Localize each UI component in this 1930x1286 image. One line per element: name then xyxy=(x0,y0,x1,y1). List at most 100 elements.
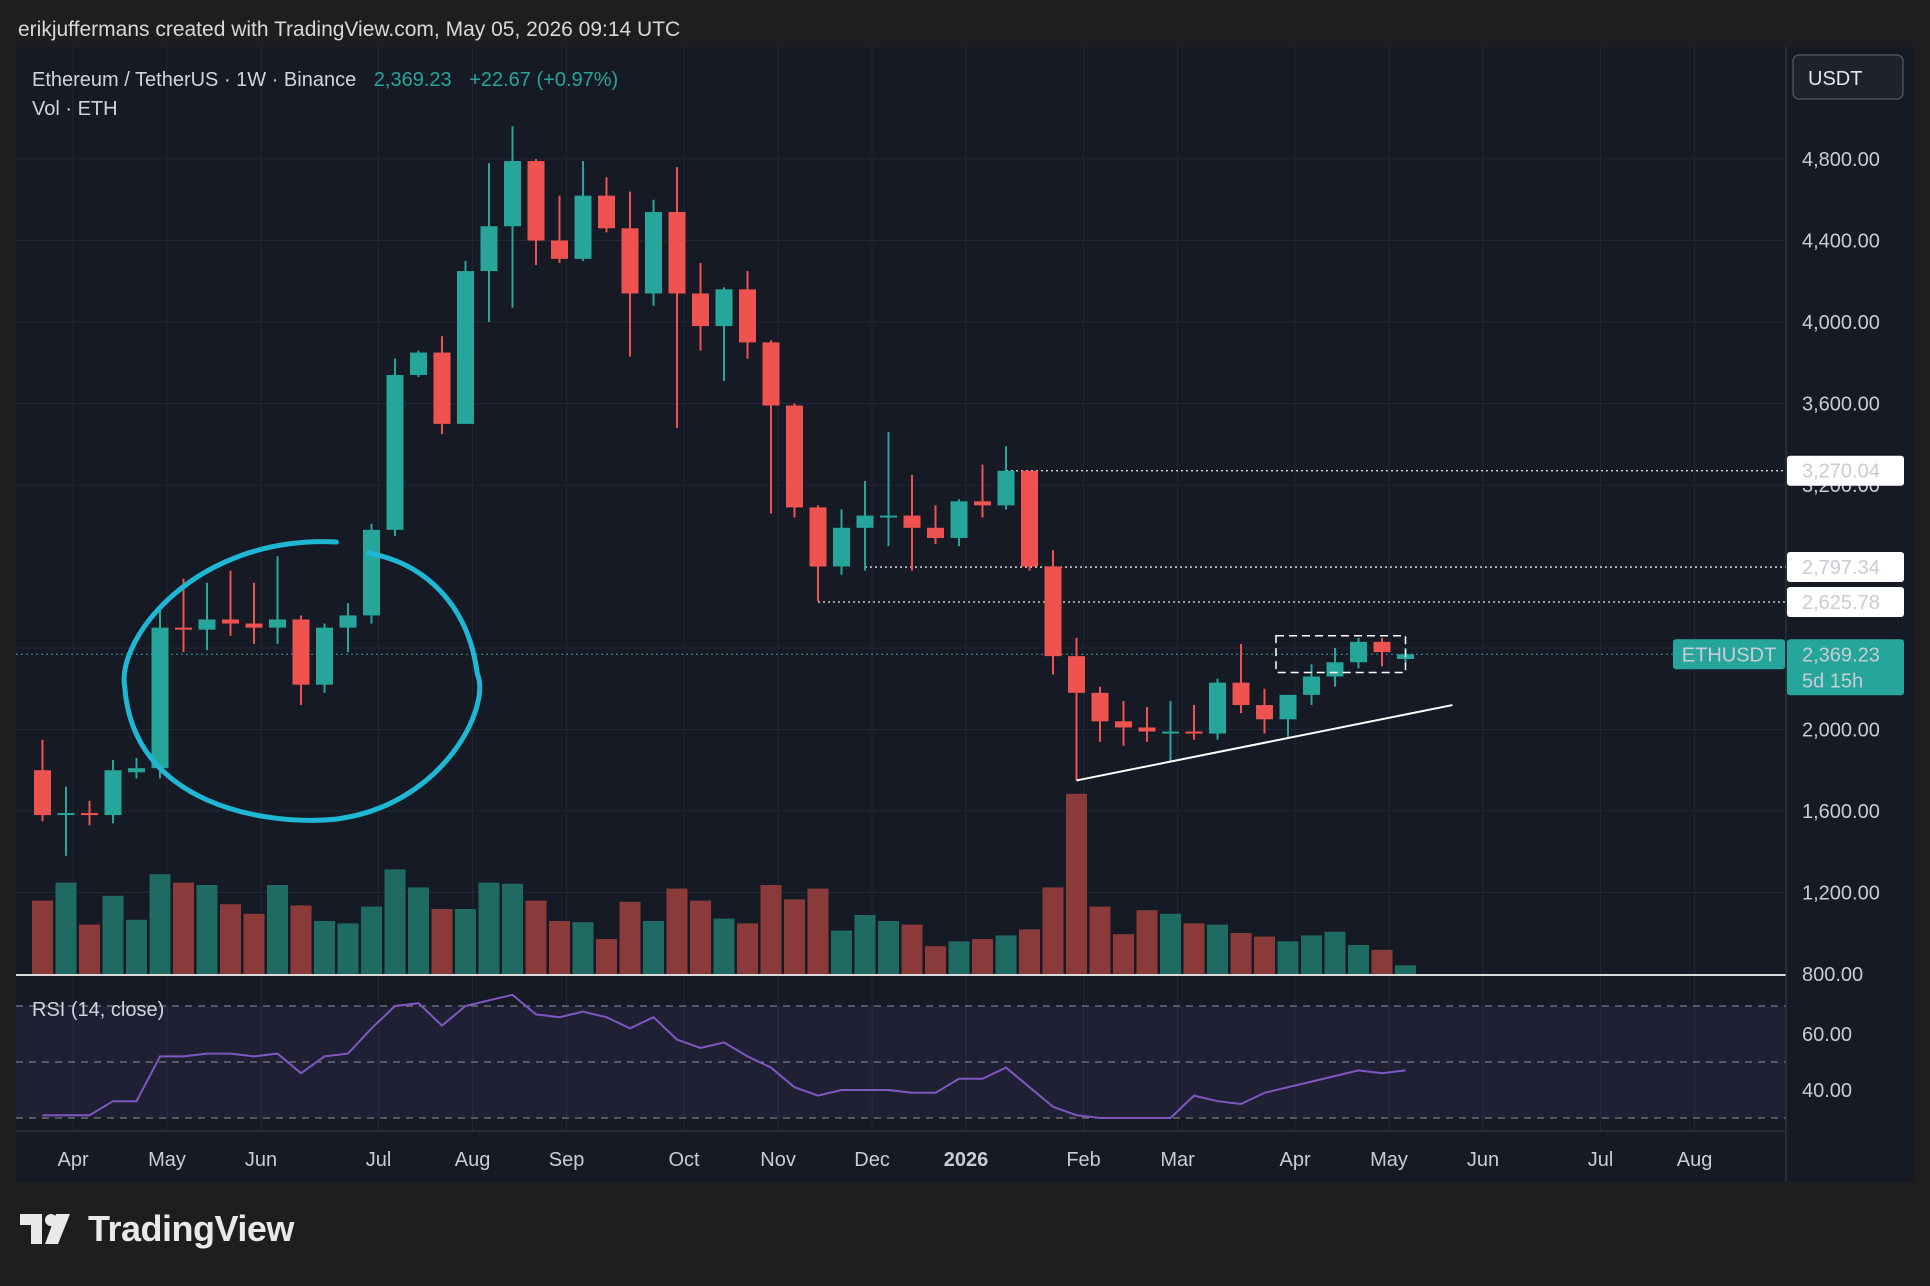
horizontal-levels xyxy=(16,470,1786,655)
time-tick-label: Dec xyxy=(854,1149,890,1171)
price-level-tag-text: 3,270.04 xyxy=(1802,461,1880,483)
price-axis[interactable]: 4,800.004,400.004,000.003,600.003,200.00… xyxy=(1802,149,1880,986)
rsi-pane xyxy=(16,993,1786,1119)
candle-body xyxy=(292,619,310,685)
volume-bar xyxy=(995,935,1017,975)
volume-bar xyxy=(102,895,124,975)
price-level-tag-box xyxy=(1787,455,1904,486)
candle-body xyxy=(1138,727,1156,732)
rsi-tick-label: 40.00 xyxy=(1802,1080,1852,1102)
volume-bar xyxy=(1160,913,1181,975)
price-tick-label: 4,400.00 xyxy=(1802,231,1880,253)
price-level-tag: 3,270.04 xyxy=(1787,455,1904,486)
rsi-legend: RSI (14, close) xyxy=(32,999,164,1021)
volume-bar xyxy=(267,885,288,975)
price-level-tag: 2,625.78 xyxy=(1787,586,1904,617)
candle-body xyxy=(762,342,780,406)
volume-bar xyxy=(314,921,335,975)
rsi-tick-label: 60.00 xyxy=(1802,1024,1852,1046)
candle-body xyxy=(668,211,686,294)
price-tick-label: 4,000.00 xyxy=(1802,312,1880,334)
volume-bar xyxy=(1301,935,1322,975)
candle-body xyxy=(1162,731,1179,734)
volume-bar xyxy=(807,888,829,975)
volume-bar xyxy=(1019,929,1040,975)
volume-bar xyxy=(1089,906,1111,975)
time-tick-label: May xyxy=(1370,1149,1408,1171)
rsi-axis: 60.00 40.00 xyxy=(1802,1024,1852,1102)
volume-bar xyxy=(149,874,171,975)
tradingview-logo-icon xyxy=(20,1214,70,1244)
credit-text: erikjuffermans created with TradingView.… xyxy=(18,18,681,41)
candle-body xyxy=(598,195,615,229)
volume-bar xyxy=(643,921,664,975)
candle-body xyxy=(433,352,451,424)
candle-body xyxy=(1350,641,1367,663)
price-tick-label: 1,200.00 xyxy=(1802,883,1880,905)
volume-bar xyxy=(337,923,359,975)
range-box-annotation xyxy=(1275,635,1407,674)
volume-bar xyxy=(32,900,53,975)
currency-button[interactable]: USDT xyxy=(1792,54,1904,100)
volume-bar xyxy=(1371,949,1393,975)
volume-bar xyxy=(784,899,805,975)
bar-countdown-text: 5d 15h xyxy=(1802,670,1863,692)
tradingview-logo[interactable]: TradingView xyxy=(20,1208,294,1250)
currency-label: USDT xyxy=(1808,68,1862,90)
price-level-tag-box xyxy=(1787,586,1904,617)
candle-body xyxy=(1209,682,1226,734)
time-axis[interactable]: Apr May Jun Jul Aug Sep Oct Nov Dec 2026 Feb Mar Apr… xyxy=(57,1149,1712,1171)
time-tick-label: Sep xyxy=(549,1149,585,1171)
candle-body xyxy=(880,515,897,518)
candle-body xyxy=(527,161,545,241)
volume-bar xyxy=(1066,793,1087,975)
symbol-tag-text: ETHUSDT xyxy=(1682,644,1776,666)
candle-body xyxy=(645,211,662,294)
volume-legend: Vol · ETH xyxy=(32,98,118,120)
candle-body xyxy=(363,529,380,616)
volume-bar xyxy=(1136,910,1158,975)
volume-bar xyxy=(502,883,523,975)
candlesticks[interactable] xyxy=(34,126,1414,856)
candle-body xyxy=(128,768,145,773)
drawing-annotations[interactable] xyxy=(121,539,1453,823)
current-price-tag-box xyxy=(1787,639,1904,696)
hand-drawn-circle-annotation xyxy=(121,539,483,823)
volume-bar xyxy=(1254,936,1275,975)
symbol-tag-box xyxy=(1673,639,1785,670)
candle-body xyxy=(551,240,568,259)
volume-bar xyxy=(901,924,923,975)
candle-body xyxy=(1232,682,1250,706)
time-tick-label: May xyxy=(148,1149,186,1171)
volume-bar xyxy=(1113,934,1134,975)
candle-body xyxy=(833,527,850,567)
volume-bar xyxy=(408,887,429,975)
volume-bar xyxy=(79,924,100,975)
volume-bar xyxy=(1324,931,1346,975)
symbol-description: Ethereum / TetherUS · 1W · Binance xyxy=(32,69,356,91)
volume-bars xyxy=(32,793,1416,975)
candle-body xyxy=(1303,676,1320,695)
volume-bar xyxy=(690,900,711,975)
candle-body xyxy=(856,515,874,528)
candle-body xyxy=(950,501,968,538)
time-tick-label: Jul xyxy=(366,1149,392,1171)
price-tags: 3,270.04 2,797.34 2,625.78 ETHUSDT 2,369.23 5… xyxy=(1673,455,1904,696)
candle-body xyxy=(1326,662,1344,677)
price-tick-label: 3,600.00 xyxy=(1802,394,1880,416)
time-tick-label: Aug xyxy=(1677,1149,1713,1171)
price-tick-label: 1,600.00 xyxy=(1802,801,1880,823)
candle-body xyxy=(1373,641,1391,653)
candle-body xyxy=(316,627,333,685)
time-tick-label: Jun xyxy=(1467,1149,1499,1171)
candle-body xyxy=(1068,656,1085,693)
candle-body xyxy=(903,515,921,528)
price-level-tag-text: 2,625.78 xyxy=(1802,592,1880,614)
volume-bar xyxy=(831,930,852,975)
volume-bar xyxy=(737,923,758,975)
volume-bar xyxy=(1042,887,1064,975)
chart-background xyxy=(16,47,1914,1182)
legend-line: Ethereum / TetherUS · 1W · Binance 2,369… xyxy=(32,69,618,91)
candle-body xyxy=(504,161,521,227)
